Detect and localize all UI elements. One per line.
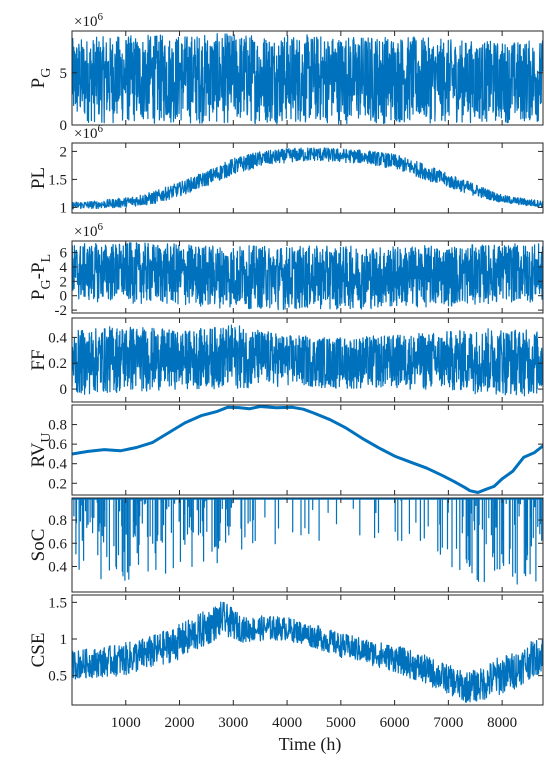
y-axis-label: SoC [28, 529, 49, 562]
x-tick-label: 8000 [487, 715, 517, 731]
y-axis-label-main: P [28, 78, 49, 89]
series-pgpl [72, 242, 543, 311]
panel-pl: 1 1.5 2 PL ×106 [28, 123, 544, 216]
y-tick-label: 5 [60, 66, 68, 82]
series-rvu [72, 405, 543, 494]
y-tick-label: 4 [60, 260, 68, 276]
panel-frame [71, 30, 544, 126]
x-tick-label: 5000 [326, 715, 356, 731]
panel-frame [71, 240, 544, 314]
panel-cse: 0.5 1 1.5 1000 2000 3000 4000 5000 6000 7000 8000 C… [28, 594, 544, 731]
y-exponent-power: 6 [97, 11, 103, 23]
y-tick-label: 0.8 [48, 418, 67, 434]
chart-panels: 05PG×10611.52PL×106-20246PG-PL×10600.20.… [28, 11, 544, 731]
series-pg [72, 33, 543, 125]
data-line-cse [72, 601, 543, 703]
x-tick-label: 7000 [433, 715, 463, 731]
x-axis-label: Time (h) [279, 734, 342, 755]
y-exponent-power: 6 [97, 123, 103, 135]
y-axis-label-mid: -P [28, 262, 49, 279]
y-axis-label-sub: G [39, 279, 54, 289]
x-tick-label: 2000 [165, 715, 195, 731]
y-exponent-label: ×106 [74, 221, 103, 240]
y-axis-label: CSE [28, 633, 49, 668]
y-axis-label-main: SoC [28, 529, 49, 562]
y-tick-label: 1 [60, 632, 68, 648]
y-tick-label: 2 [60, 144, 68, 160]
y-tick-label: -2 [55, 303, 68, 319]
panel-ff: 0 0.2 0.4 FF [28, 317, 544, 403]
data-line-ff [72, 324, 543, 397]
y-axis-label-main: PL [28, 167, 49, 189]
y-tick-label: 0.4 [48, 330, 67, 346]
data-line-pl [72, 147, 543, 210]
data-line-pg [72, 33, 543, 125]
y-tick-label: 0 [60, 289, 68, 305]
series-pl [72, 147, 543, 210]
data-line-pgpl [72, 242, 543, 311]
y-exponent-base: ×10 [74, 126, 97, 142]
series-cse [72, 601, 543, 703]
y-tick-label: 0.4 [48, 457, 67, 473]
y-exponent-power: 6 [97, 221, 103, 233]
y-exponent-base: ×10 [74, 224, 97, 240]
y-tick-label: 0.8 [48, 513, 67, 529]
y-axis-label-main: CSE [28, 633, 49, 668]
y-axis-label: RVU [28, 433, 54, 468]
y-tick-label: 2 [60, 274, 68, 290]
panel-frame [71, 142, 544, 214]
x-tick-label: 1000 [111, 715, 141, 731]
y-axis-label: FF [28, 349, 49, 370]
y-exponent-label: ×106 [74, 11, 103, 30]
y-axis-label: PL [28, 167, 49, 189]
y-tick-label: 0 [60, 118, 68, 134]
y-axis-label: PG-PL [28, 254, 54, 300]
x-tick-label: 3000 [218, 715, 248, 731]
y-tick-label: 6 [60, 246, 68, 262]
y-tick-label: 0.2 [48, 476, 67, 492]
y-tick-label: 0.4 [48, 559, 67, 575]
panel-frame [71, 404, 544, 496]
y-tick-label: 1.5 [48, 595, 67, 611]
y-exponent-base: ×10 [74, 14, 97, 30]
panel-frame [71, 594, 544, 706]
y-axis-label-main: P [28, 290, 49, 301]
y-tick-label: 0 [60, 382, 68, 398]
y-tick-label: 1 [60, 200, 68, 216]
x-tick-label: 4000 [272, 715, 302, 731]
y-axis-label-sub2: L [39, 254, 54, 263]
data-line-rvu [72, 405, 543, 494]
series-soc [72, 498, 543, 585]
y-tick-label: 0.6 [48, 437, 67, 453]
y-axis-label-main: FF [28, 349, 49, 370]
x-tick-label: 6000 [380, 715, 410, 731]
y-axis-label-sub: G [39, 68, 54, 78]
series-ff [72, 324, 543, 397]
y-tick-label: 1.5 [48, 172, 67, 188]
panel-frame [71, 317, 544, 403]
y-tick-label: 0.2 [48, 356, 67, 372]
y-tick-label: 0.5 [48, 669, 67, 685]
data-line-soc [72, 498, 543, 585]
y-axis-label-main: RV [28, 442, 49, 467]
y-exponent-label: ×106 [74, 123, 103, 142]
y-tick-label: 0.6 [48, 536, 67, 552]
panel-frame [71, 497, 544, 593]
y-axis-label: PG [28, 68, 54, 89]
y-axis-label-sub: U [39, 433, 54, 443]
